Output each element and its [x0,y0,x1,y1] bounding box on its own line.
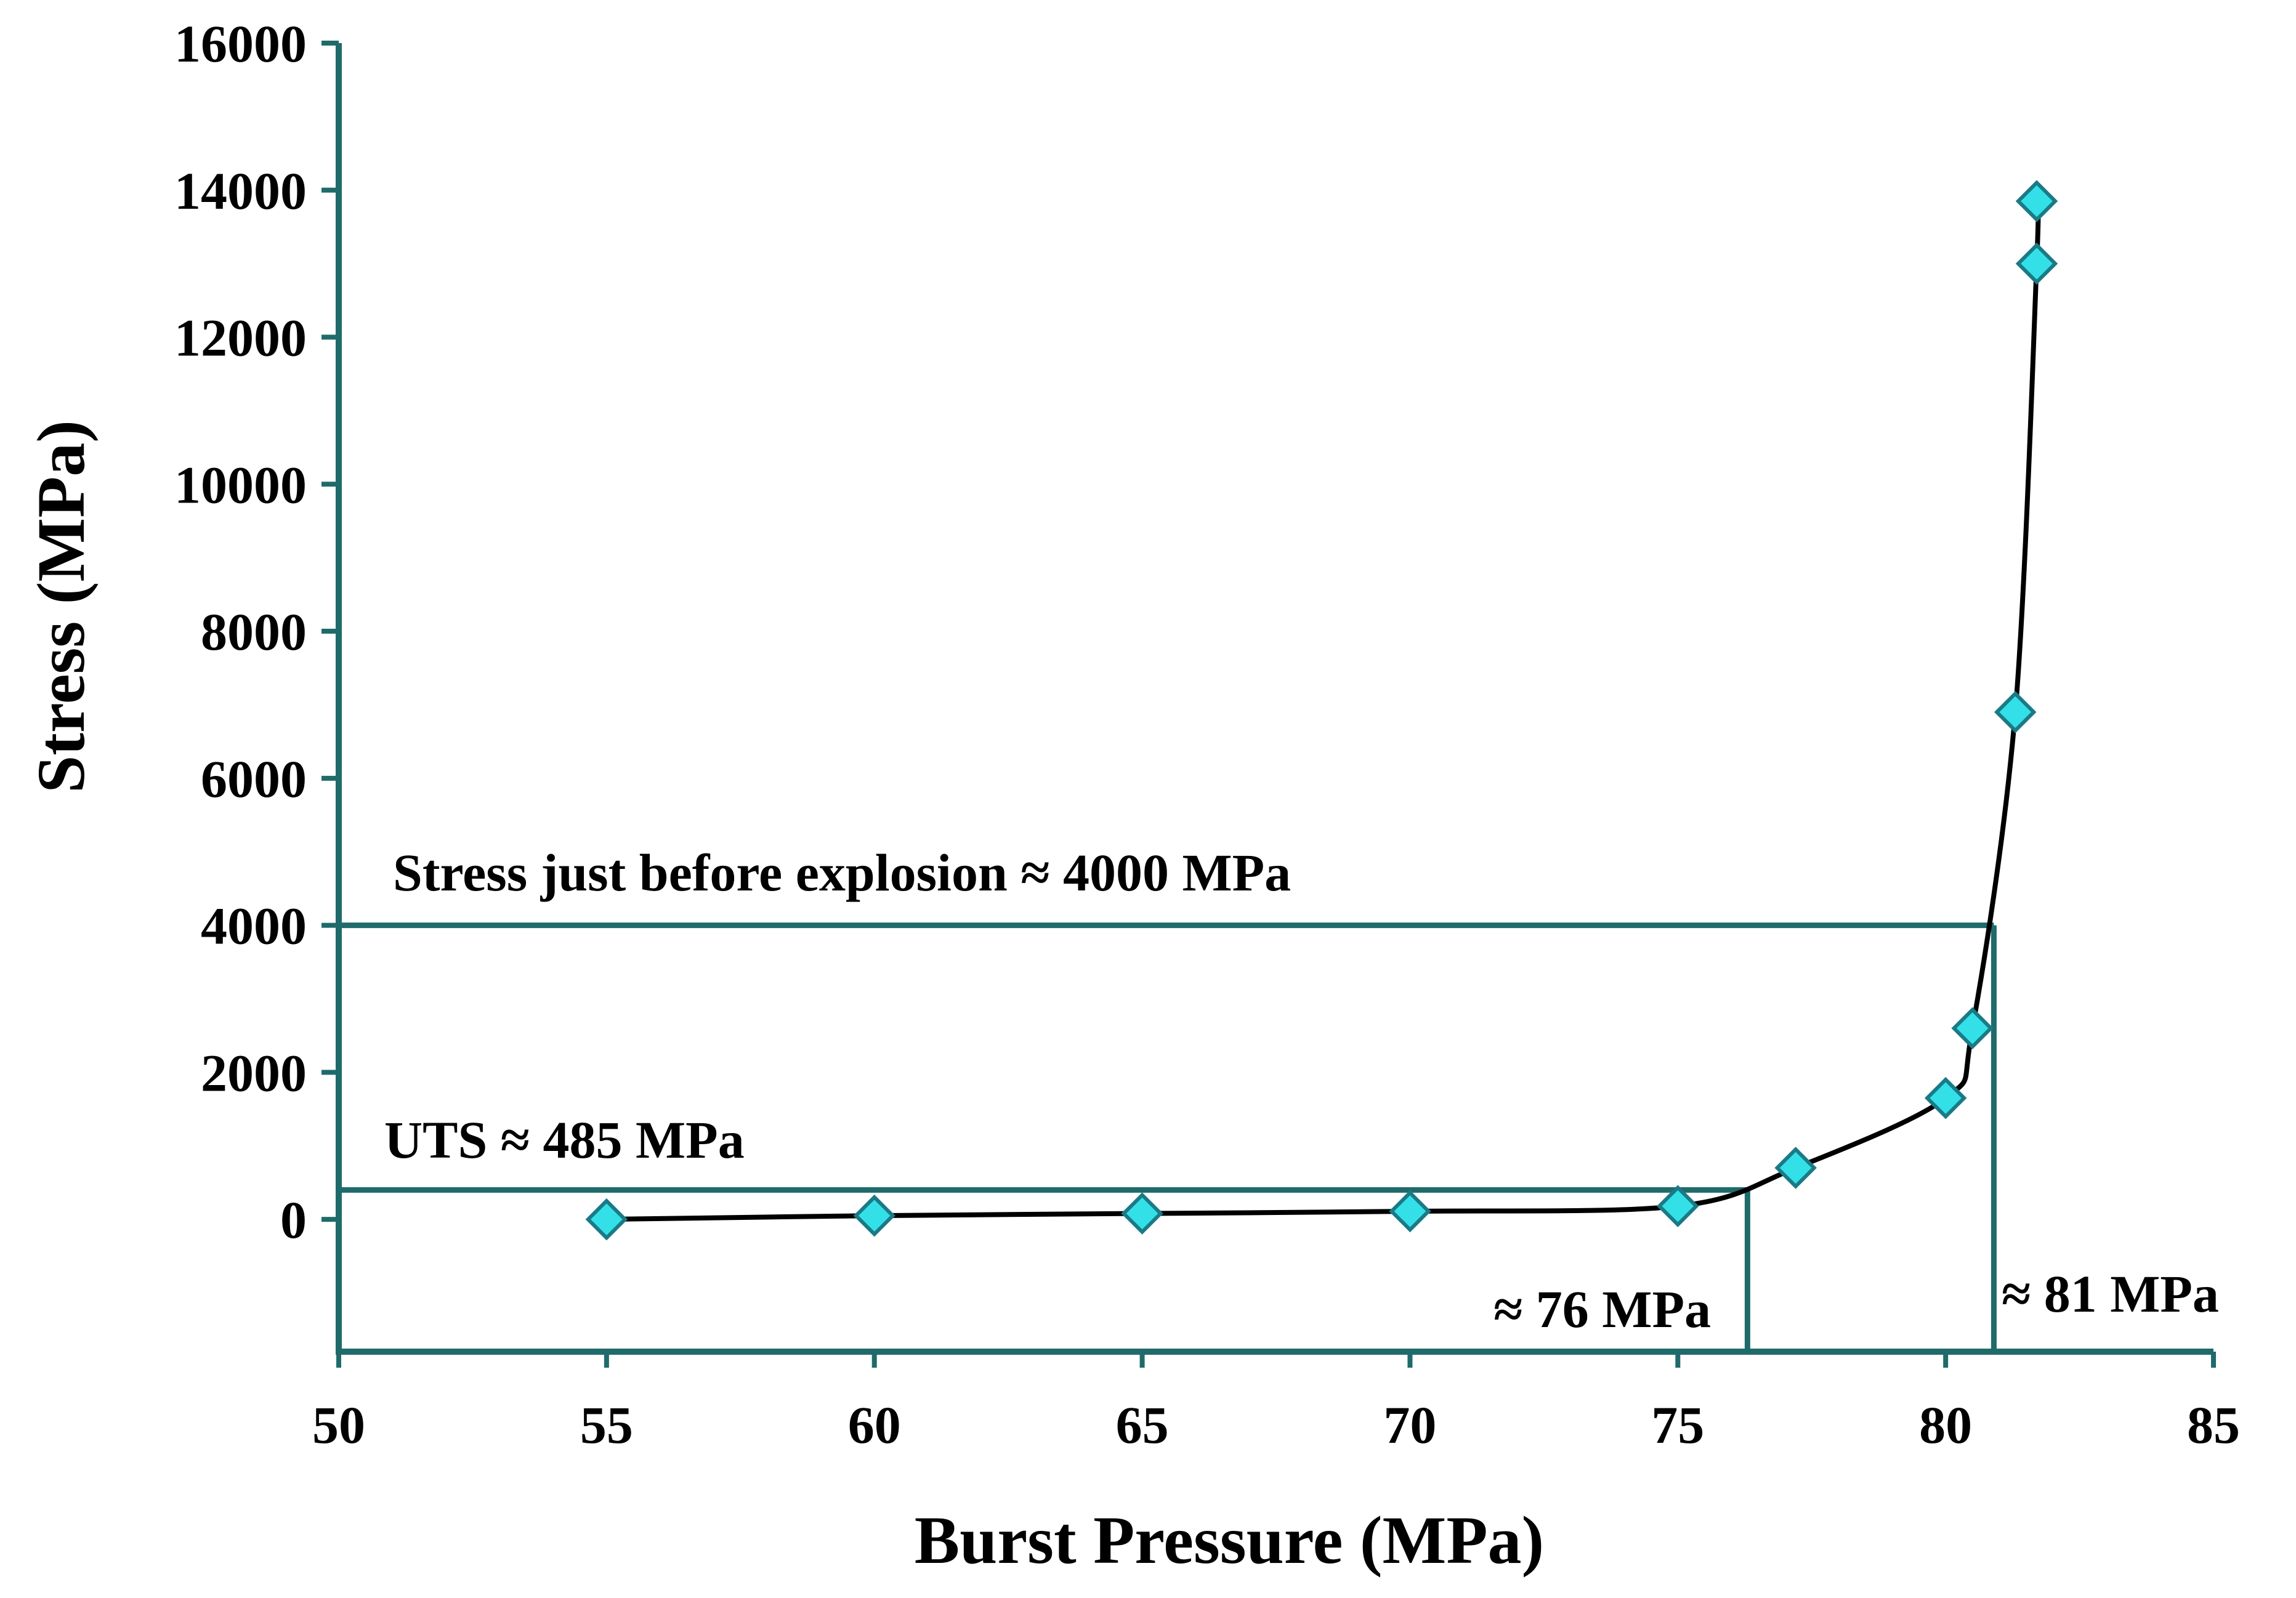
y-tick-label-0: 0 [280,1190,307,1249]
series-line-0 [606,201,2041,1222]
x-tick-label-75: 75 [1651,1395,1704,1455]
data-point-6 [1924,1076,1967,1120]
x-tick-label-70: 70 [1383,1395,1436,1455]
axes [321,41,2216,1368]
y-tick-label-10000: 10000 [174,455,307,514]
x-tick-label-65: 65 [1116,1395,1169,1455]
data-point-3 [1389,1190,1431,1233]
x-axis-title: Burst Pressure (MPa) [915,1503,1544,1578]
data-point-1 [853,1194,895,1237]
p76-annotation: ≈ 76 MPa [1494,1280,1711,1339]
x-tick-label-80: 80 [1919,1395,1972,1455]
data-point-8 [1994,691,2037,733]
data-point-7 [1951,1007,1994,1049]
data-point-2 [1121,1192,1163,1235]
y-tick-label-2000: 2000 [201,1043,307,1102]
uts-annotation: UTS ≈ 485 MPa [384,1110,745,1169]
data-point-10 [2015,180,2058,222]
y-tick-label-16000: 16000 [174,14,307,73]
data-point-5 [1774,1147,1817,1189]
p81-annotation: ≈ 81 MPa [2002,1264,2219,1323]
x-tick-label-60: 60 [848,1395,901,1455]
explosion-annotation: Stress just before explosion ≈ 4000 MPa [393,843,1291,902]
y-tick-label-12000: 12000 [174,309,307,368]
y-axis-title: Stress (MPa) [23,420,99,793]
y-tick-label-14000: 14000 [174,161,307,220]
data-point-4 [1657,1185,1699,1227]
reference-lines [339,922,1997,1352]
markers [585,180,2058,1241]
x-tick-label-50: 50 [312,1395,365,1455]
x-tick-label-55: 55 [580,1395,633,1455]
data-point-0 [585,1198,628,1241]
data-point-9 [2015,242,2058,285]
y-tick-label-8000: 8000 [201,602,307,661]
curve [606,201,2041,1222]
y-tick-label-6000: 6000 [201,749,307,809]
tick-labels: 50 55 60 65 70 75 80 85 0 2000 4000 6000 8000 10000 12… [174,14,2240,1455]
y-tick-label-4000: 4000 [201,897,307,956]
x-tick-label-85: 85 [2187,1395,2240,1455]
